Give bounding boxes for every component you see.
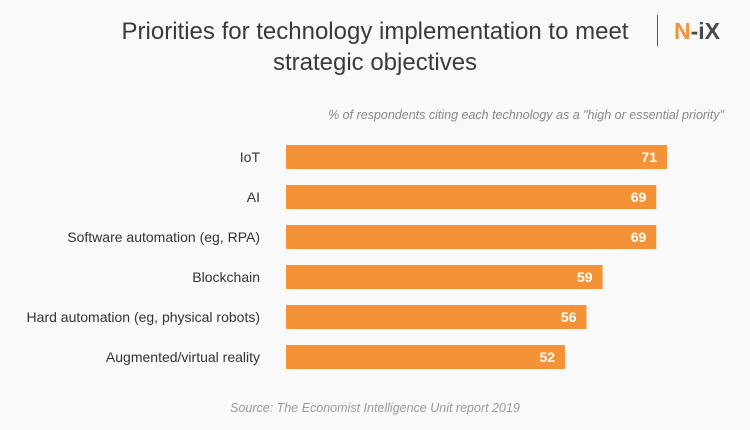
chart-subtitle: % of respondents citing each technology … — [328, 108, 724, 122]
logo-divider — [657, 15, 658, 46]
bar-3 — [286, 265, 603, 289]
category-label: Blockchain — [192, 269, 260, 285]
bar-0 — [286, 145, 667, 169]
source-note: Source: The Economist Intelligence Unit … — [230, 401, 520, 415]
value-label: 69 — [631, 229, 647, 245]
value-label: 56 — [561, 309, 577, 325]
category-label: Software automation (eg, RPA) — [67, 229, 260, 245]
bar-2 — [286, 225, 657, 249]
value-label: 52 — [539, 349, 555, 365]
category-label: IoT — [240, 149, 261, 165]
bar-4 — [286, 305, 587, 329]
bar-5 — [286, 345, 566, 369]
category-label: Augmented/virtual reality — [106, 349, 260, 365]
bar-1 — [286, 185, 657, 209]
n-ix-logo: N-iX — [674, 18, 721, 44]
value-label: 69 — [631, 189, 647, 205]
value-label: 59 — [577, 269, 593, 285]
category-label: Hard automation (eg, physical robots) — [27, 309, 260, 325]
chart-title: Priorities for technology implementation… — [121, 18, 629, 76]
value-label: 71 — [641, 149, 657, 165]
category-label: AI — [247, 189, 260, 205]
